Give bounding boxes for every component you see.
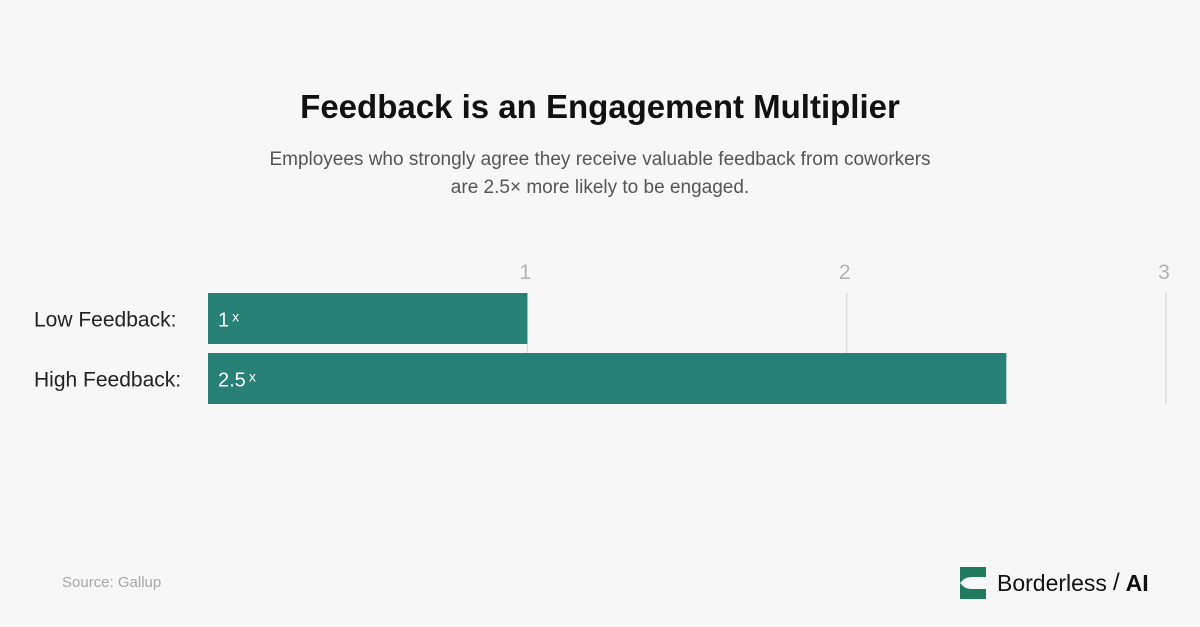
borderless-logo-icon [960,567,986,599]
data-label-unit-1: x [232,309,239,325]
source-note: Source: Gallup [62,574,162,591]
data-label-2: 2.5 x [218,369,256,392]
category-label-1: Low Feedback: [34,309,176,332]
data-label-value-1: 1 [218,310,229,332]
chart-title: Feedback is an Engagement Multiplier [300,88,900,125]
brand-separator: / [1112,569,1120,596]
data-label-value-2: 2.5 [218,370,246,392]
category-label-2: High Feedback: [34,369,181,392]
x-tick-label-3: 3 [1158,261,1170,284]
x-tick-label-1: 1 [519,261,531,284]
brand-name: Borderless [997,569,1107,596]
subtitle-line-1: Employees who strongly agree they receiv… [269,149,931,170]
brand-suffix: AI [1125,569,1149,596]
bar-2 [208,353,1007,404]
subtitle-line-2: are 2.5× more likely to be engaged. [450,177,750,198]
brand-logo: Borderless / AI [960,565,1149,601]
data-label-unit-2: x [249,369,256,385]
chart-subtitle: Employees who strongly agree they receiv… [0,146,1200,202]
bar-1 [208,293,528,344]
x-tick-label-2: 2 [839,261,851,284]
